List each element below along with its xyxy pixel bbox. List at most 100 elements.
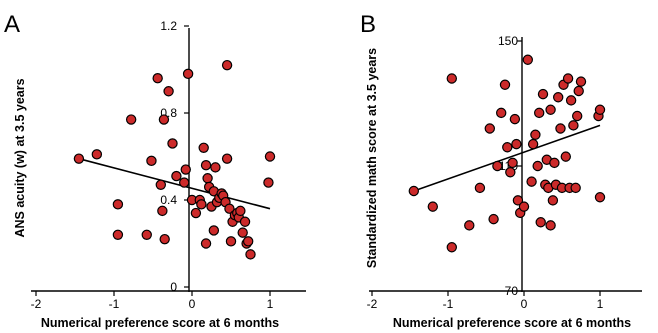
panel-b-data-point bbox=[474, 182, 486, 194]
panel-b-points bbox=[408, 54, 606, 253]
panel-a-y-tick-label: 0.4 bbox=[160, 193, 177, 207]
panel-a-data-point bbox=[224, 203, 235, 214]
panel-a-letter: A bbox=[4, 11, 20, 38]
panel-b-data-point bbox=[545, 220, 556, 231]
panel-b-data-point bbox=[570, 182, 581, 194]
panel-a-data-point bbox=[200, 238, 212, 249]
panel-a-data-point bbox=[141, 229, 152, 240]
panel-b-data-point bbox=[526, 176, 537, 187]
panel-a-data-point bbox=[202, 173, 213, 184]
panel-a-data-point bbox=[112, 229, 124, 240]
panel-a-x-tick-label: 1 bbox=[267, 297, 274, 311]
panel-b-data-point bbox=[594, 192, 606, 203]
panel-a-data-point bbox=[190, 207, 202, 219]
panel-b-data-point bbox=[507, 157, 518, 169]
panel-a-data-point bbox=[159, 233, 170, 245]
panel-b-data-point bbox=[522, 54, 534, 65]
panel-b-data-point bbox=[568, 120, 579, 131]
panel-a-data-point bbox=[163, 86, 174, 97]
panel-a-data-point bbox=[167, 138, 178, 149]
panel-a-x-label: Numerical preference score at 6 months bbox=[41, 316, 279, 330]
panel-b-data-point bbox=[527, 138, 539, 150]
panel-a-data-point bbox=[155, 179, 166, 190]
panel-b-x-tick-label: -2 bbox=[367, 297, 378, 311]
panel-b-data-point bbox=[562, 73, 574, 84]
panel-b-data-point bbox=[509, 113, 521, 125]
panel-a-data-point bbox=[221, 153, 233, 164]
panel-b-data-point bbox=[545, 104, 556, 115]
panel-b-y-label: Standardized math score at 3.5 years bbox=[365, 48, 379, 268]
panel-b-data-point bbox=[446, 242, 457, 253]
panel-b-y-tick-label: 150 bbox=[498, 34, 518, 48]
panel-b-data-point bbox=[553, 92, 564, 103]
panel-a-data-point bbox=[196, 199, 207, 210]
panel-a-x-tick-label: -1 bbox=[109, 297, 120, 311]
panel-b-data-point bbox=[408, 185, 419, 197]
panel-b-letter: B bbox=[360, 11, 376, 38]
panel-a-data-point bbox=[198, 142, 209, 153]
panel-a-data-point bbox=[182, 68, 194, 80]
panel-a-y-label: ANS acuity (w) at 3.5 years bbox=[13, 78, 27, 237]
panel-a-data-point bbox=[235, 205, 246, 217]
panel-b-data-point bbox=[512, 195, 524, 206]
panel-b-data-point bbox=[532, 160, 543, 172]
panel-a-y-tick-label: 1.2 bbox=[160, 19, 177, 33]
panel-b-data-point bbox=[511, 138, 522, 150]
panel-b-data-point bbox=[534, 107, 545, 119]
panel-b-x-tick-label: 1 bbox=[597, 297, 604, 311]
panel-b-data-point bbox=[535, 217, 546, 228]
panel-a-y-tick-label: 0 bbox=[170, 280, 177, 294]
panel-b-data-point bbox=[488, 213, 499, 225]
panel-a-data-point bbox=[125, 114, 137, 125]
panel-a-data-point bbox=[221, 59, 233, 71]
panel-b-data-point bbox=[594, 104, 606, 115]
panel-b-data-point bbox=[499, 79, 511, 90]
panel-b-data-point bbox=[427, 201, 438, 212]
panel-a-data-point bbox=[225, 236, 237, 247]
panel-b-data-point bbox=[573, 85, 584, 97]
panel-b-data-point bbox=[537, 88, 549, 100]
panel-a-data-point bbox=[91, 149, 103, 160]
panel-b-data-point bbox=[565, 95, 577, 106]
panel-a-data-point bbox=[180, 164, 191, 175]
panel-b-data-point bbox=[518, 201, 530, 212]
panel-b-data-point bbox=[575, 76, 587, 87]
panel-a-data-point bbox=[73, 153, 85, 164]
panel-a-data-point bbox=[242, 236, 254, 247]
panel-a-data-point bbox=[210, 162, 221, 173]
panel-a-data-point bbox=[200, 159, 212, 171]
panel-a-points bbox=[73, 59, 276, 260]
panel-b-data-point bbox=[484, 123, 495, 134]
panel-a-data-point bbox=[178, 177, 190, 188]
panel-a-data-point bbox=[152, 72, 163, 84]
panel-a-data-point bbox=[171, 170, 182, 182]
panel-b-trendline bbox=[413, 124, 601, 192]
panel-b-data-point bbox=[502, 142, 513, 153]
panel-b-x-tick-label: 0 bbox=[521, 297, 528, 311]
panel-a-data-point bbox=[263, 177, 274, 188]
panel-a-trendline bbox=[78, 157, 271, 210]
panel-b-x-label: Numerical preference score at 6 months bbox=[393, 316, 631, 330]
panel-b-data-point bbox=[549, 157, 560, 169]
panel-b-data-point bbox=[446, 73, 457, 84]
panel-a-data-point bbox=[239, 216, 251, 227]
panel-a-data-point bbox=[245, 249, 256, 260]
panel-b-data-point bbox=[560, 151, 572, 162]
panel-b-y-tick-label: 70 bbox=[505, 284, 519, 298]
panel-a-data-point bbox=[208, 225, 220, 236]
panel-b-data-point bbox=[464, 220, 475, 231]
panel-a-x-tick-label: -2 bbox=[31, 297, 42, 311]
panel-b-data-point bbox=[572, 110, 583, 122]
panel-b-data-point bbox=[555, 123, 566, 134]
panel-b-x-tick-label: -1 bbox=[443, 297, 454, 311]
panel-a-data-point bbox=[157, 205, 168, 217]
panel-a-x-tick-label: 0 bbox=[189, 297, 196, 311]
panel-b-data-point bbox=[547, 195, 559, 206]
panel-a-data-point bbox=[264, 151, 276, 162]
panel-b-data-point bbox=[505, 167, 516, 178]
panel-a-data-point bbox=[112, 199, 124, 210]
panel-b-data-point bbox=[492, 160, 503, 172]
panel-a-data-point bbox=[146, 155, 157, 167]
